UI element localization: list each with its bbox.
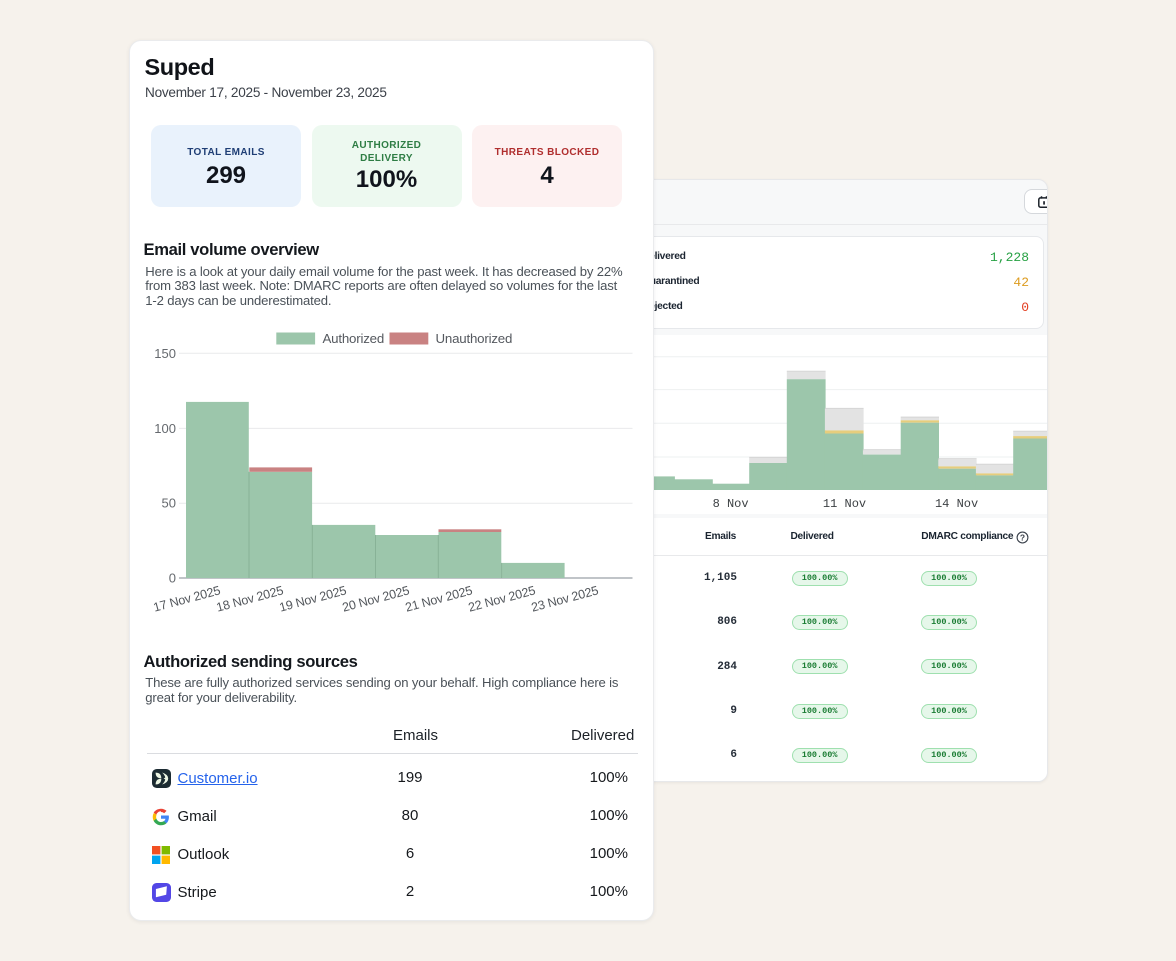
svg-text:11 Nov: 11 Nov <box>823 497 866 511</box>
svg-text:0: 0 <box>169 570 176 585</box>
svg-text:14 Nov: 14 Nov <box>935 497 978 511</box>
svg-text:Unauthorized: Unauthorized <box>436 331 513 346</box>
svg-text:Authorized: Authorized <box>323 331 385 346</box>
svg-text:150: 150 <box>154 345 176 360</box>
svg-text:17 Nov 2025: 17 Nov 2025 <box>152 583 222 614</box>
svg-text:19 Nov 2025: 19 Nov 2025 <box>278 583 348 614</box>
svg-text:22 Nov 2025: 22 Nov 2025 <box>467 583 537 614</box>
svg-text:23 Nov 2025: 23 Nov 2025 <box>530 583 600 614</box>
svg-text:21 Nov 2025: 21 Nov 2025 <box>404 583 474 614</box>
svg-text:8 Nov: 8 Nov <box>713 497 749 511</box>
svg-text:20 Nov 2025: 20 Nov 2025 <box>341 583 411 614</box>
svg-text:100: 100 <box>154 420 176 435</box>
svg-text:?: ? <box>1019 532 1024 542</box>
svg-text:50: 50 <box>162 495 176 510</box>
svg-text:18 Nov 2025: 18 Nov 2025 <box>215 583 285 614</box>
